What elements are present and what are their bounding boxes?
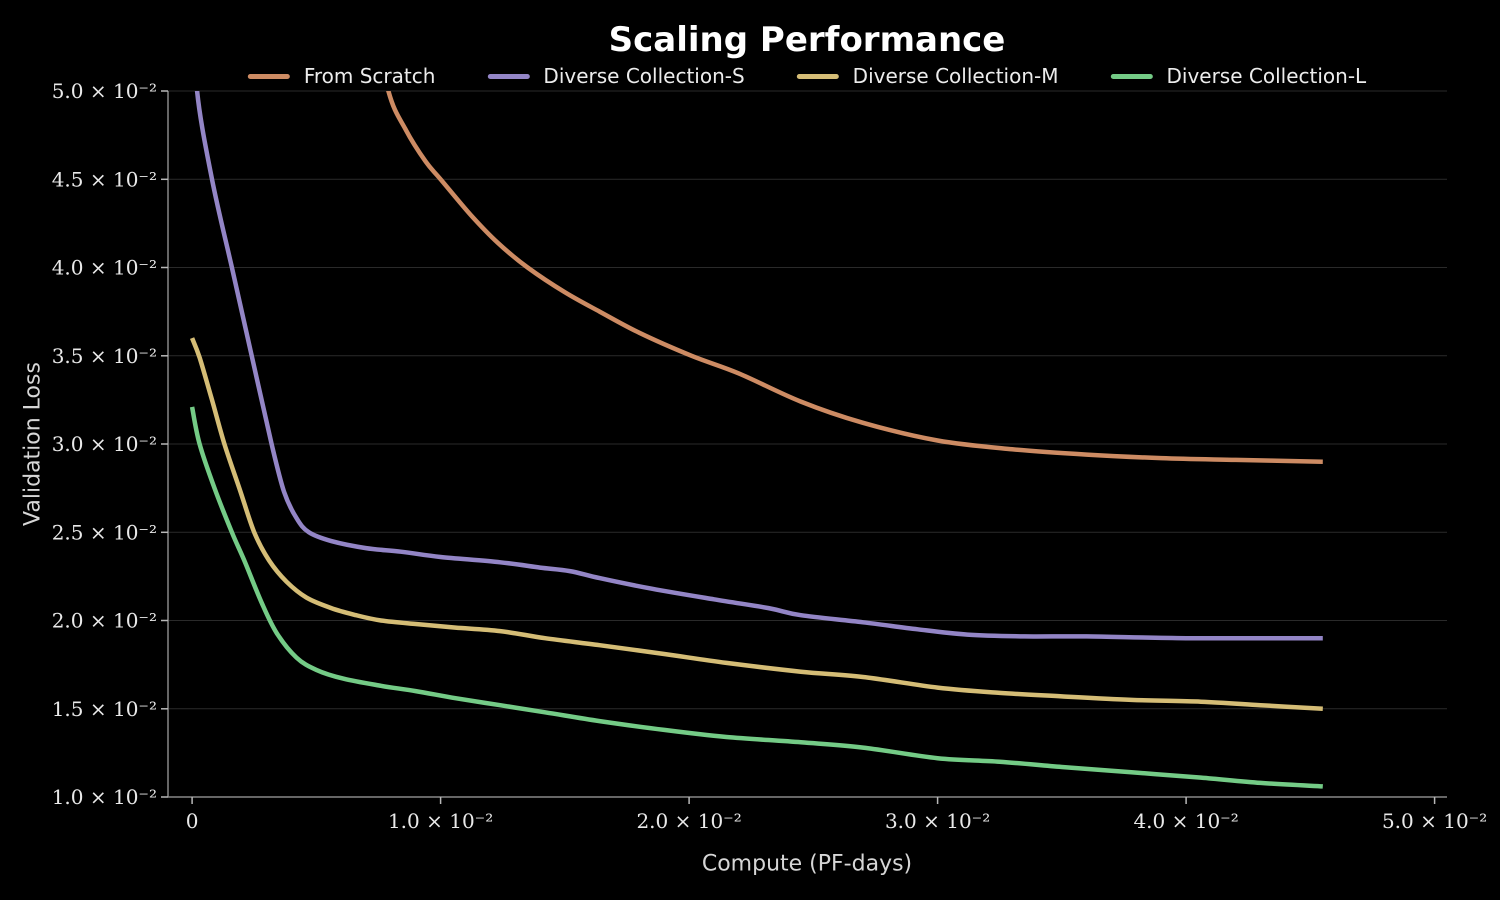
legend-item: Diverse Collection-S (487, 64, 745, 88)
legend-label: Diverse Collection-M (852, 64, 1059, 88)
legend-label: From Scratch (303, 64, 436, 88)
chart-title: Scaling Performance (608, 20, 1006, 60)
legend-item: Diverse Collection-L (1110, 64, 1366, 88)
legend-swatch (1110, 73, 1153, 79)
y-tick-label: 1.0 × 10⁻² (52, 785, 157, 809)
y-tick-label: 2.5 × 10⁻² (52, 520, 157, 544)
y-tick-label: 5.0 × 10⁻² (52, 79, 157, 103)
x-tick-label: 5.0 × 10⁻² (1382, 809, 1487, 833)
y-axis-label: Validation Loss (20, 362, 46, 526)
x-tick-label: 2.0 × 10⁻² (636, 809, 741, 833)
x-tick-label: 4.0 × 10⁻² (1133, 809, 1238, 833)
series-line-from-scratch (386, 91, 1323, 464)
legend-label: Diverse Collection-S (543, 64, 745, 88)
y-tick-label: 2.0 × 10⁻² (52, 609, 157, 633)
legend: From Scratch Diverse Collection-S Diverse … (247, 64, 1366, 88)
legend-swatch (796, 73, 839, 79)
x-tick-label: 1.0 × 10⁻² (388, 809, 493, 833)
legend-item: From Scratch (247, 64, 436, 88)
series-line-diverse-collection-s (194, 91, 1323, 641)
y-tick-label: 3.0 × 10⁻² (52, 432, 157, 456)
legend-swatch (487, 73, 530, 79)
y-tick-label: 3.5 × 10⁻² (52, 344, 157, 368)
y-tick-label: 4.5 × 10⁻² (52, 167, 157, 191)
x-axis-label: Compute (PF-days) (701, 851, 913, 877)
x-tick-label: 3.0 × 10⁻² (885, 809, 990, 833)
series-line-diverse-collection-l (189, 406, 1323, 789)
series-line-diverse-collection-m (189, 337, 1323, 712)
y-tick-label: 1.5 × 10⁻² (52, 697, 157, 721)
legend-item: Diverse Collection-M (796, 64, 1059, 88)
legend-swatch (247, 73, 290, 79)
x-tick-label: 0 (186, 809, 199, 833)
legend-label: Diverse Collection-L (1166, 64, 1367, 88)
y-tick-label: 4.0 × 10⁻² (52, 256, 157, 280)
